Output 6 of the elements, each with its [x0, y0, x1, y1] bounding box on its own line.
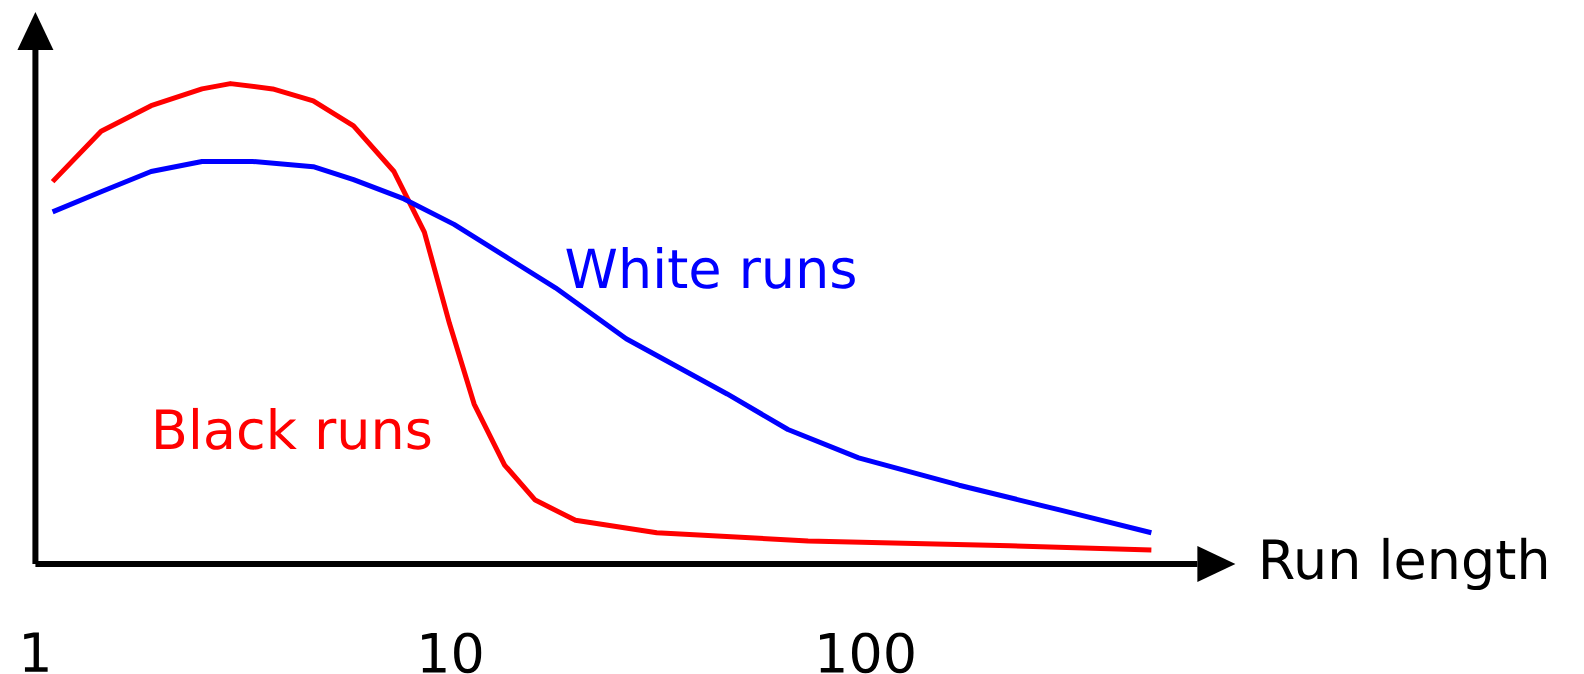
series-label: White runs	[566, 247, 855, 289]
x-tick-label: 1	[24, 632, 48, 672]
series-label: Black runs	[156, 407, 431, 450]
x-axis-title: Run length	[1263, 537, 1547, 591]
x-tick-label: 10	[422, 632, 482, 674]
x-tick-label: 100	[820, 632, 914, 674]
